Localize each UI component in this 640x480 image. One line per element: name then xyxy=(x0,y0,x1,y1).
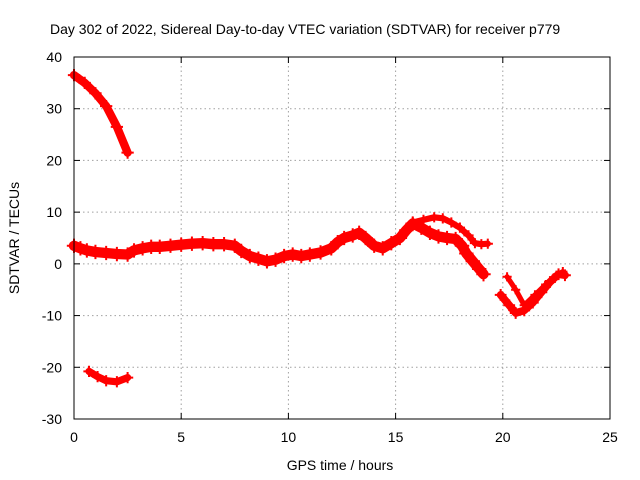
point-0-18 xyxy=(234,243,249,259)
point-0-21 xyxy=(259,254,275,269)
point-0-28 xyxy=(324,241,339,256)
point-2-3 xyxy=(100,99,113,113)
point-0-7 xyxy=(126,243,142,258)
point-0-30 xyxy=(336,230,352,246)
point-0-4 xyxy=(98,245,114,261)
point-5-3 xyxy=(530,290,540,300)
x-tick-label-1: 5 xyxy=(177,429,185,445)
point-1-0 xyxy=(83,365,95,378)
point-0-16 xyxy=(216,237,232,252)
point-0-34 xyxy=(366,238,382,253)
x-tick-label-0: 0 xyxy=(70,429,78,445)
point-0-12 xyxy=(174,237,189,252)
point-0-38 xyxy=(399,223,414,238)
series-late-secondary xyxy=(502,267,568,310)
point-0-43 xyxy=(439,230,455,246)
point-0-33 xyxy=(358,230,373,246)
point-1-2 xyxy=(100,375,112,387)
point-5-4 xyxy=(541,279,551,290)
point-0-26 xyxy=(302,247,318,262)
series-upper-branch-15-19 xyxy=(407,212,493,250)
point-4-0 xyxy=(494,289,507,301)
point-0-42 xyxy=(431,229,446,244)
point-3-0 xyxy=(407,217,418,228)
point-2-5 xyxy=(121,146,134,159)
point-0-1 xyxy=(73,241,88,256)
point-0-31 xyxy=(345,228,360,243)
point-0-27 xyxy=(313,245,328,260)
y-tick-label-7: 40 xyxy=(46,49,62,65)
y-tick-label-5: 20 xyxy=(46,152,62,168)
point-0-10 xyxy=(152,239,167,254)
point-4-1 xyxy=(503,299,516,312)
x-axis-label: GPS time / hours xyxy=(287,457,394,473)
y-tick-label-1: -20 xyxy=(42,359,62,375)
y-tick-label-4: 10 xyxy=(46,204,62,220)
point-0-25 xyxy=(294,248,309,264)
series-main-trace xyxy=(66,216,491,282)
y-axis-ticks: -30 -20 -10 0 10 20 30 40 xyxy=(42,49,610,427)
data-traces xyxy=(66,68,571,388)
series-lower-left-arc xyxy=(83,365,134,388)
point-0-11 xyxy=(163,238,178,253)
point-3-1 xyxy=(418,214,429,226)
point-5-0 xyxy=(502,272,512,282)
x-tick-label-5: 25 xyxy=(602,429,618,445)
point-4-2 xyxy=(509,307,522,319)
point-2-2 xyxy=(89,87,102,100)
grid xyxy=(74,57,610,419)
y-axis-label: SDTVAR / TECUs xyxy=(6,182,22,294)
point-0-22 xyxy=(268,252,283,267)
point-5-5 xyxy=(551,270,561,280)
point-0-19 xyxy=(242,248,257,264)
trace-path-2 xyxy=(69,70,132,157)
point-3-3 xyxy=(437,213,448,224)
y-tick-label-3: 0 xyxy=(54,256,62,272)
point-0-36 xyxy=(384,236,399,251)
point-3-7 xyxy=(469,238,481,249)
point-3-4 xyxy=(446,217,457,228)
point-0-47 xyxy=(465,254,480,269)
point-0-14 xyxy=(195,236,210,251)
point-2-1 xyxy=(78,76,91,89)
point-5-6 xyxy=(558,267,568,277)
point-0-3 xyxy=(88,244,103,260)
point-1-1 xyxy=(91,370,104,383)
point-5-2 xyxy=(519,300,529,310)
point-3-9 xyxy=(482,238,493,249)
point-0-24 xyxy=(285,247,300,262)
plot-frame xyxy=(73,56,611,420)
x-tick-label-2: 10 xyxy=(281,429,297,445)
point-0-46 xyxy=(459,246,474,261)
point-1-3 xyxy=(111,376,123,388)
point-1-4 xyxy=(121,372,134,384)
point-2-4 xyxy=(110,120,124,133)
point-0-44 xyxy=(448,231,463,247)
series-upper-left-decay xyxy=(67,68,134,159)
point-3-5 xyxy=(454,222,466,233)
y-tick-label-6: 30 xyxy=(46,101,62,117)
point-3-2 xyxy=(429,212,440,223)
point-0-45 xyxy=(454,238,470,253)
point-0-35 xyxy=(375,241,390,256)
point-0-2 xyxy=(79,243,95,258)
point-0-23 xyxy=(276,248,292,264)
point-0-8 xyxy=(135,241,150,256)
point-0-37 xyxy=(392,230,408,246)
y-tick-label-2: -10 xyxy=(42,308,62,324)
y-tick-label-0: -30 xyxy=(42,411,62,427)
x-axis-ticks: 0 5 10 15 20 25 xyxy=(70,57,618,445)
chart-title: Day 302 of 2022, Sidereal Day-to-day VTE… xyxy=(50,21,560,37)
point-5-1 xyxy=(511,285,521,295)
x-tick-label-4: 20 xyxy=(495,429,511,445)
point-3-6 xyxy=(463,230,474,241)
point-0-41 xyxy=(422,225,438,240)
x-tick-label-3: 15 xyxy=(388,429,404,445)
point-0-20 xyxy=(251,251,266,266)
point-0-49 xyxy=(476,267,491,282)
